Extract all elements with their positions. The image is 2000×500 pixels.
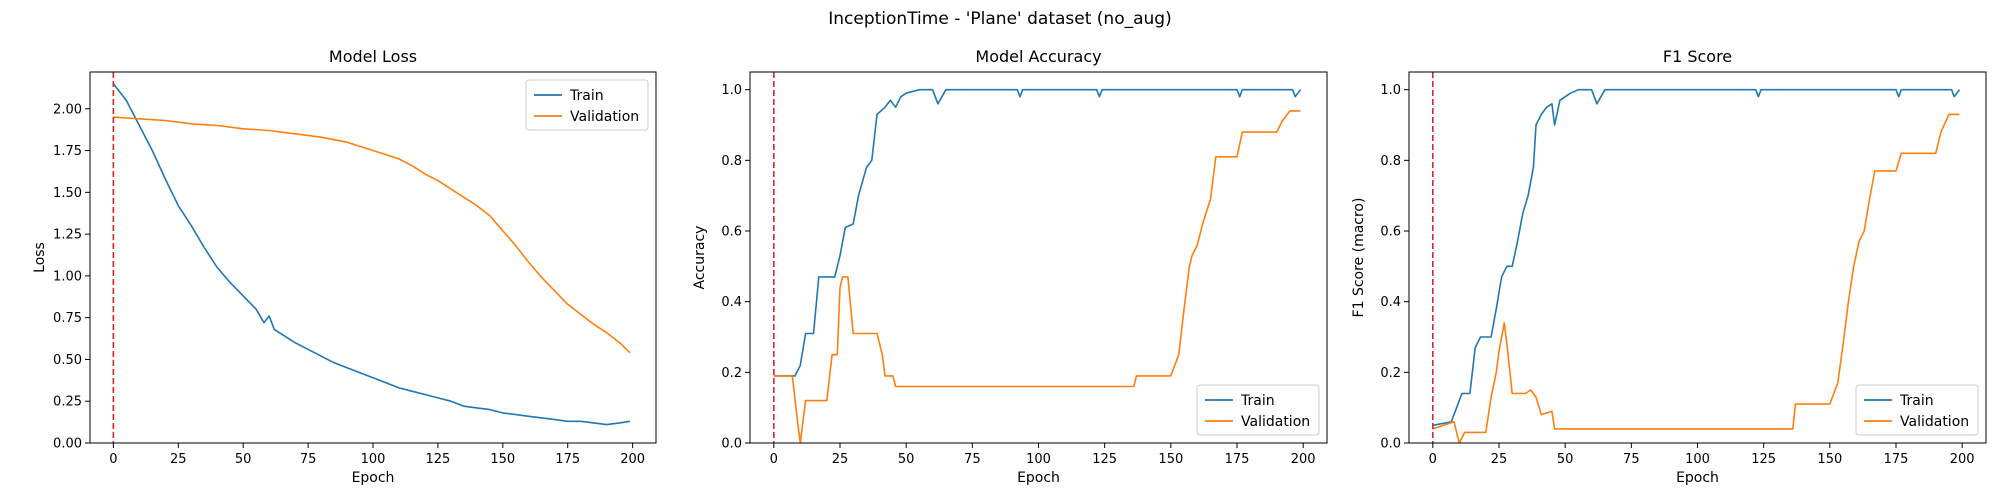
f1-legend: Train Validation [1855,384,1979,436]
accuracy-train-line [773,88,1302,377]
accuracy-ytick-label: 0.6 [721,225,742,240]
loss-chart: Model Loss 0 25 50 75 100 125 150 175 200 0.00 0.25… [32,47,657,486]
loss-axes-frame [89,71,657,444]
accuracy-xtick-label: 200 [1291,452,1316,467]
accuracy-ytick-label: 0.2 [721,366,742,381]
f1-xtick-label: 25 [1491,452,1508,467]
accuracy-legend-box [1196,384,1320,436]
f1-ytick-label: 1.0 [1380,83,1401,98]
accuracy-plot-area [773,72,1302,443]
loss-ytick-label: 0.75 [53,311,82,326]
f1-legend-validation-label: Validation [1900,414,1969,430]
accuracy-xtick-label: 150 [1158,452,1183,467]
f1-xtick-label: 75 [1623,452,1640,467]
loss-xtick-label: 175 [555,452,580,467]
loss-xtick-label: 0 [109,452,117,467]
loss-ytick-label: 2.00 [53,102,82,117]
loss-title: Model Loss [329,47,417,66]
loss-ytick-label: 1.50 [53,186,82,201]
accuracy-xtick-label: 175 [1225,452,1250,467]
accuracy-xtick-label: 125 [1092,452,1117,467]
f1-chart: F1 Score 0 25 50 75 100 125 150 175 200 0.0 0.2 0.4 0… [1351,47,1987,486]
f1-axes-frame [1408,71,1987,444]
loss-xtick-label: 75 [300,452,317,467]
accuracy-xtick-label: 75 [964,452,981,467]
f1-xtick-label: 100 [1685,452,1710,467]
accuracy-title: Model Accuracy [975,47,1101,66]
loss-legend-train-label: Train [569,88,604,104]
accuracy-legend-validation-label: Validation [1241,414,1310,430]
loss-xtick-label: 125 [425,452,450,467]
f1-ytick-label: 0.8 [1380,154,1401,169]
f1-title: F1 Score [1663,47,1732,66]
loss-legend-validation-label: Validation [570,109,639,125]
accuracy-ytick-label: 0.0 [721,437,742,452]
f1-xtick-label: 125 [1751,452,1776,467]
loss-xtick-label: 100 [361,452,386,467]
loss-ytick-label: 0.50 [53,353,82,368]
f1-xtick-label: 150 [1817,452,1842,467]
accuracy-chart: Model Accuracy 0 25 50 75 100 125 150 175 200 0.0 0… [692,47,1328,486]
f1-xtick-label: 0 [1429,452,1437,467]
accuracy-axes-frame [749,71,1328,444]
accuracy-ytick-label: 1.0 [721,83,742,98]
loss-xlabel: Epoch [352,470,395,486]
loss-ylabel: Loss [32,242,48,273]
loss-ytick-label: 0.00 [53,437,82,452]
accuracy-ylabel: Accuracy [692,226,708,290]
f1-xlabel: Epoch [1676,470,1719,486]
accuracy-xtick-label: 100 [1026,452,1051,467]
loss-ytick-label: 1.75 [53,144,82,159]
accuracy-xtick-label: 25 [832,452,849,467]
accuracy-legend: Train Validation [1196,384,1320,436]
loss-xtick-label: 50 [235,452,252,467]
accuracy-ytick-label: 0.4 [721,295,742,310]
f1-legend-box [1855,384,1979,436]
f1-xtick-label: 200 [1950,452,1975,467]
loss-xtick-label: 200 [620,452,645,467]
loss-xtick-label: 150 [490,452,515,467]
loss-validation-line [113,116,631,354]
loss-train-line [112,83,631,426]
loss-ytick-label: 0.25 [53,395,82,410]
f1-legend-train-label: Train [1899,393,1934,409]
accuracy-ytick-label: 0.8 [721,154,742,169]
accuracy-validation-line [773,110,1301,443]
f1-ylabel: F1 Score (macro) [1351,198,1367,318]
f1-xtick-label: 50 [1557,452,1574,467]
loss-legend-box [525,79,649,131]
f1-xtick-label: 175 [1884,452,1909,467]
f1-ytick-label: 0.4 [1380,295,1401,310]
f1-plot-area [1432,72,1961,443]
f1-ytick-label: 0.0 [1380,437,1401,452]
loss-legend: Train Validation [525,79,649,131]
loss-ytick-label: 1.00 [53,269,82,284]
accuracy-xtick-label: 50 [898,452,915,467]
accuracy-xtick-label: 0 [770,452,778,467]
figure-title: InceptionTime - 'Plane' dataset (no_aug) [828,9,1171,29]
loss-ytick-label: 1.25 [53,228,82,243]
f1-train-line [1432,88,1961,427]
loss-xtick-label: 25 [170,452,187,467]
accuracy-xlabel: Epoch [1017,470,1060,486]
f1-ytick-label: 0.6 [1380,225,1401,240]
accuracy-legend-train-label: Train [1240,393,1275,409]
loss-plot-area [112,72,631,443]
f1-ytick-label: 0.2 [1380,366,1401,381]
f1-validation-line [1432,113,1960,443]
